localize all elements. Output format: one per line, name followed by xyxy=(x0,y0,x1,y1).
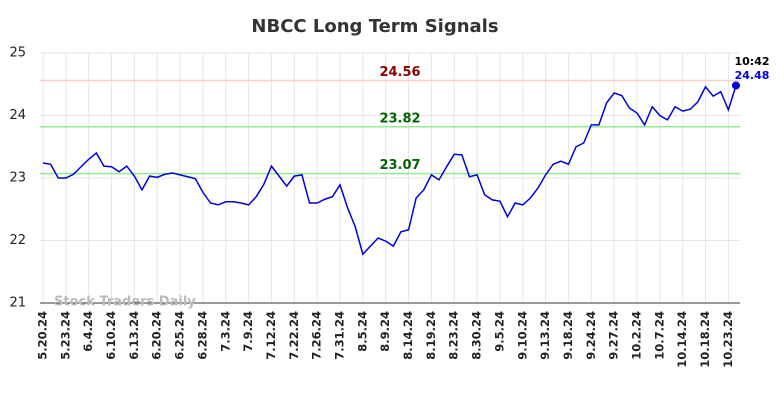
y-tick-label: 24 xyxy=(9,108,26,123)
price-line xyxy=(42,85,737,256)
x-tick-label: 8.5.24 xyxy=(355,311,369,352)
x-tick-label: 8.30.24 xyxy=(470,311,484,360)
time-label: 10:42 xyxy=(734,55,769,68)
x-tick-label: 6.20.24 xyxy=(150,311,164,360)
signal-label: 23.07 xyxy=(379,158,420,173)
chart-title: NBCC Long Term Signals xyxy=(251,16,498,37)
x-tick-label: 8.9.24 xyxy=(378,311,392,352)
x-tick-label: 5.20.24 xyxy=(36,311,50,360)
last-value-label: 24.48 xyxy=(735,69,770,82)
y-tick-label: 22 xyxy=(9,233,26,248)
x-tick-label: 10.23.24 xyxy=(721,311,735,368)
x-tick-label: 9.27.24 xyxy=(607,311,621,360)
x-tick-label: 6.13.24 xyxy=(127,311,141,360)
y-tick-label: 21 xyxy=(9,296,26,311)
x-tick-label: 7.9.24 xyxy=(241,311,255,352)
x-tick-label: 10.14.24 xyxy=(675,311,689,368)
x-tick-label: 10.7.24 xyxy=(652,311,666,360)
x-tick-label: 9.18.24 xyxy=(561,311,575,360)
x-tick-label: 8.14.24 xyxy=(401,311,415,360)
x-tick-label: 7.12.24 xyxy=(264,311,278,360)
x-tick-label: 7.26.24 xyxy=(310,311,324,360)
signal-label: 23.82 xyxy=(379,111,420,126)
last-point xyxy=(732,81,740,90)
x-tick-label: 9.10.24 xyxy=(515,311,529,360)
watermark: Stock Traders Daily xyxy=(54,295,196,310)
x-tick-label: 9.5.24 xyxy=(492,311,506,352)
y-tick-label: 25 xyxy=(9,46,26,61)
x-tick-label: 6.25.24 xyxy=(173,311,187,360)
y-tick-label: 23 xyxy=(9,171,26,186)
x-tick-label: 6.10.24 xyxy=(104,311,118,360)
x-tick-label: 6.28.24 xyxy=(195,311,209,360)
signal-label: 24.56 xyxy=(379,65,420,80)
x-tick-label: 7.3.24 xyxy=(218,311,232,352)
x-tick-label: 5.23.24 xyxy=(58,311,72,360)
x-tick-label: 9.13.24 xyxy=(538,311,552,360)
x-tick-label: 7.22.24 xyxy=(287,311,301,360)
x-tick-label: 8.23.24 xyxy=(447,311,461,360)
x-tick-label: 10.18.24 xyxy=(698,311,712,368)
x-tick-label: 9.24.24 xyxy=(584,311,598,360)
x-tick-label: 10.2.24 xyxy=(630,311,644,360)
x-tick-label: 8.19.24 xyxy=(424,311,438,360)
x-tick-label: 7.31.24 xyxy=(333,311,347,360)
x-tick-label: 6.4.24 xyxy=(81,311,95,352)
